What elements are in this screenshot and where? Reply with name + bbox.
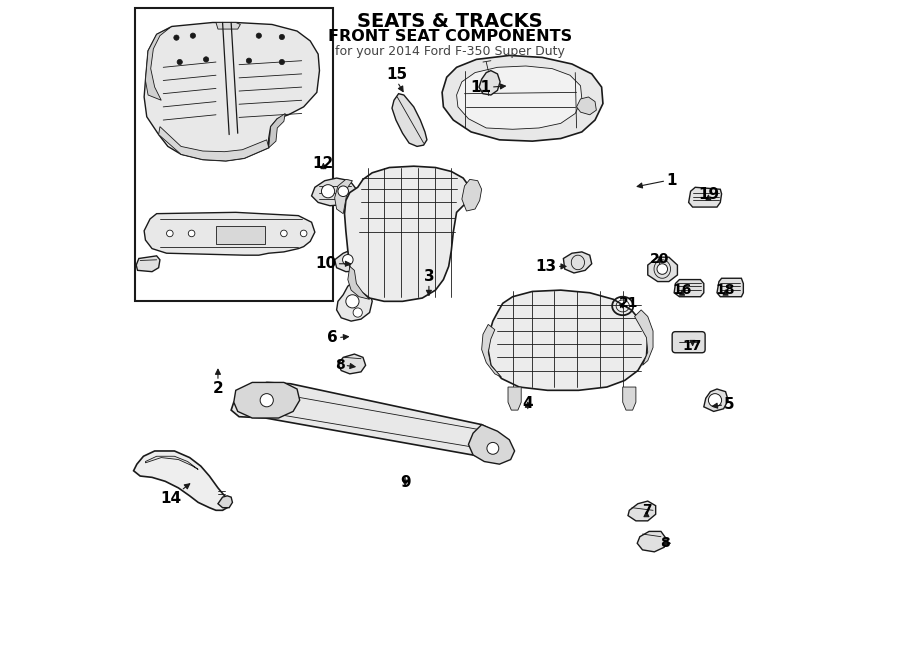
- Polygon shape: [717, 278, 743, 297]
- Polygon shape: [488, 290, 648, 391]
- Bar: [135, 8, 333, 301]
- Text: 21: 21: [619, 296, 638, 310]
- Bar: [216, 226, 266, 244]
- Circle shape: [279, 34, 284, 40]
- Polygon shape: [337, 283, 373, 321]
- Polygon shape: [456, 66, 581, 129]
- Polygon shape: [234, 383, 300, 418]
- Circle shape: [353, 308, 363, 317]
- Circle shape: [190, 33, 195, 38]
- Text: 14: 14: [160, 491, 181, 506]
- Polygon shape: [144, 213, 315, 255]
- Text: 13: 13: [536, 259, 557, 274]
- Circle shape: [281, 230, 287, 237]
- Circle shape: [188, 230, 195, 237]
- Polygon shape: [338, 354, 365, 374]
- Text: 8: 8: [660, 536, 670, 550]
- Circle shape: [321, 185, 335, 198]
- Circle shape: [174, 35, 179, 40]
- Circle shape: [346, 295, 359, 308]
- Polygon shape: [637, 532, 666, 552]
- Polygon shape: [144, 23, 320, 161]
- Polygon shape: [482, 324, 501, 377]
- Polygon shape: [231, 383, 506, 457]
- Circle shape: [343, 254, 353, 265]
- Text: 16: 16: [672, 283, 692, 297]
- Circle shape: [279, 60, 284, 65]
- Polygon shape: [577, 97, 597, 115]
- Text: SEATS & TRACKS: SEATS & TRACKS: [357, 12, 543, 31]
- Text: 17: 17: [683, 339, 702, 353]
- Circle shape: [247, 58, 252, 64]
- Polygon shape: [508, 387, 521, 410]
- Text: 2: 2: [212, 381, 223, 396]
- Polygon shape: [392, 94, 427, 146]
- Circle shape: [256, 33, 262, 38]
- Text: 5: 5: [724, 397, 735, 412]
- FancyBboxPatch shape: [672, 332, 705, 353]
- Polygon shape: [462, 179, 482, 211]
- Text: 4: 4: [523, 397, 533, 411]
- Text: 7: 7: [642, 503, 652, 517]
- Polygon shape: [136, 256, 160, 271]
- Polygon shape: [218, 496, 232, 508]
- Text: 6: 6: [328, 330, 338, 345]
- Text: 11: 11: [470, 79, 490, 95]
- Circle shape: [203, 57, 209, 62]
- Circle shape: [338, 186, 348, 197]
- Polygon shape: [674, 279, 704, 297]
- Text: 19: 19: [698, 187, 719, 203]
- Polygon shape: [216, 23, 240, 29]
- Text: 1: 1: [666, 173, 677, 188]
- Polygon shape: [345, 166, 470, 301]
- Text: FRONT SEAT COMPONENTS: FRONT SEAT COMPONENTS: [328, 29, 572, 44]
- Polygon shape: [311, 178, 356, 206]
- Circle shape: [260, 394, 274, 407]
- Text: 12: 12: [313, 156, 334, 171]
- Polygon shape: [146, 456, 198, 469]
- Text: 3: 3: [424, 269, 434, 283]
- Polygon shape: [158, 126, 269, 161]
- Text: 9: 9: [400, 475, 410, 490]
- Text: 10: 10: [316, 256, 337, 271]
- Polygon shape: [146, 28, 170, 100]
- Polygon shape: [269, 113, 285, 148]
- Polygon shape: [623, 387, 636, 410]
- Polygon shape: [688, 187, 722, 207]
- Polygon shape: [347, 266, 370, 299]
- Circle shape: [177, 60, 183, 65]
- Polygon shape: [628, 501, 656, 521]
- Text: 20: 20: [650, 252, 670, 266]
- Polygon shape: [469, 424, 515, 464]
- Circle shape: [708, 394, 722, 407]
- Circle shape: [301, 230, 307, 237]
- Polygon shape: [133, 451, 230, 510]
- Polygon shape: [335, 247, 385, 271]
- Polygon shape: [704, 389, 728, 411]
- Polygon shape: [648, 257, 678, 281]
- Text: 15: 15: [387, 67, 408, 82]
- Circle shape: [657, 263, 668, 274]
- Text: 8: 8: [335, 358, 345, 372]
- Polygon shape: [563, 252, 591, 273]
- Circle shape: [487, 442, 499, 454]
- Text: for your 2014 Ford F-350 Super Duty: for your 2014 Ford F-350 Super Duty: [335, 45, 565, 58]
- Circle shape: [166, 230, 173, 237]
- Polygon shape: [442, 56, 603, 141]
- Polygon shape: [335, 179, 353, 214]
- Polygon shape: [479, 71, 500, 95]
- Polygon shape: [634, 310, 653, 365]
- Text: 18: 18: [716, 283, 735, 297]
